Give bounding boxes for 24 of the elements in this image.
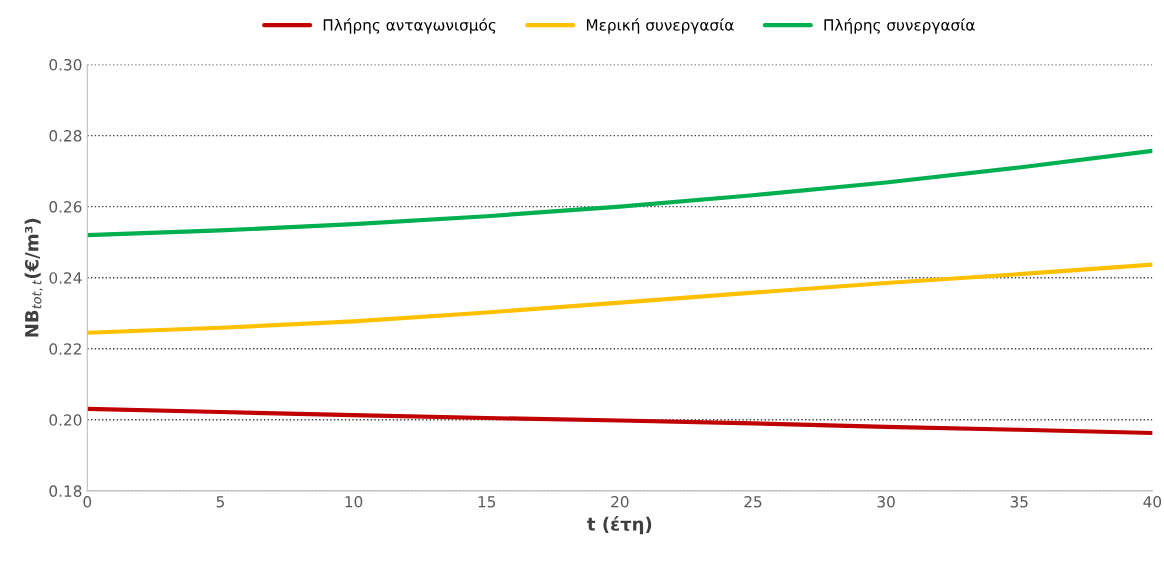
line-series	[87, 406, 1153, 436]
legend-label: Πλήρης συνεργασία	[824, 18, 975, 34]
line-series	[87, 262, 1153, 335]
y-tick-label: 0.20	[49, 414, 82, 426]
y-tick-label: 0.22	[49, 343, 81, 355]
legend-label: Πλήρης ανταγωνισμός	[323, 18, 496, 34]
x-axis-title: t (έτη)	[587, 516, 652, 535]
x-tick-label: 10	[345, 496, 363, 508]
y-tick-label: 0.24	[49, 272, 82, 284]
y-axis-title: NB$_{tot,t}$(€/m³)	[24, 218, 43, 337]
y-tick-label: 0.30	[49, 58, 82, 71]
y-tick-label: 0.28	[49, 130, 82, 142]
x-tick-label: 0	[83, 496, 92, 508]
x-tick-label: 25	[744, 496, 762, 508]
x-tick-label: 5	[216, 496, 224, 508]
x-tick-label: 30	[877, 496, 895, 508]
legend-label: Μερική συνεργασία	[586, 18, 734, 34]
line-series	[87, 148, 1153, 238]
y-tick-label: 0.26	[49, 201, 82, 213]
y-tick-label: 0.18	[49, 485, 82, 497]
x-tick-label: 15	[478, 496, 496, 508]
x-tick-label: 40	[1143, 496, 1162, 508]
x-tick-label: 35	[1010, 496, 1028, 508]
x-tick-label: 20	[611, 496, 629, 508]
